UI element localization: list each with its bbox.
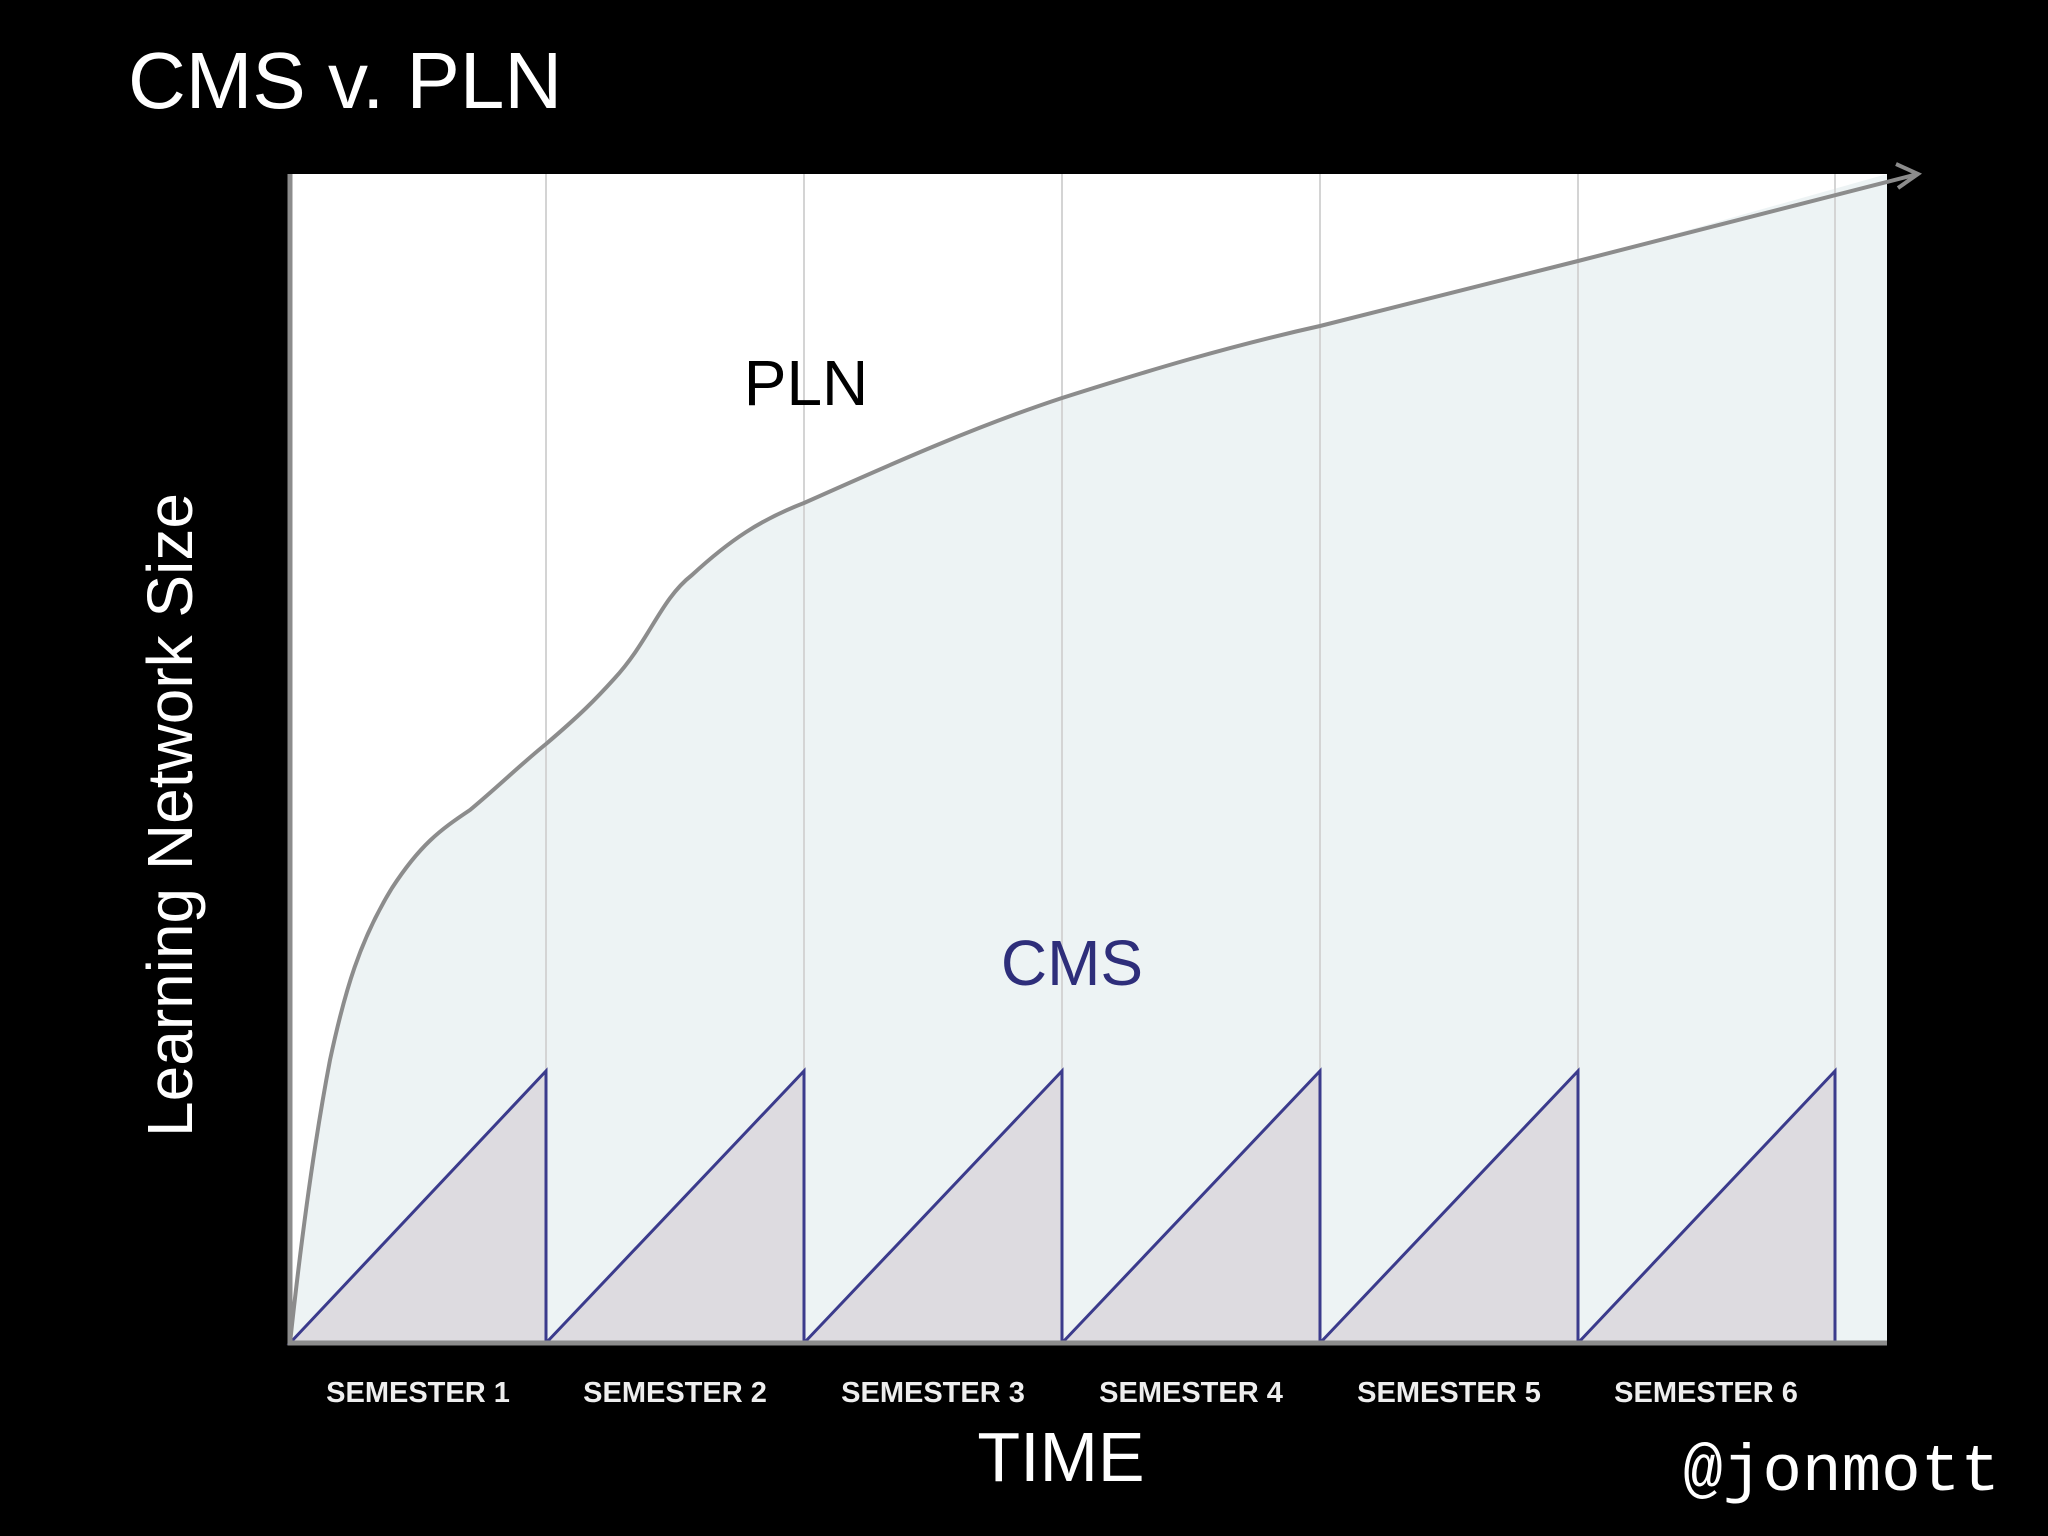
axes: [287, 174, 1887, 1346]
category-label: SEMESTER 5: [1357, 1377, 1541, 1409]
pln-area: [290, 174, 1887, 1343]
category-label: SEMESTER 4: [1099, 1377, 1283, 1409]
category-label: SEMESTER 2: [583, 1377, 767, 1409]
credit: @jonmott: [1683, 1435, 2000, 1510]
x-axis-label: TIME: [977, 1418, 1144, 1496]
y-axis-label: Learning Network Size: [134, 493, 206, 1137]
pln-label: PLN: [744, 347, 869, 419]
pln-curve: [288, 172, 1919, 1344]
slide-title: CMS v. PLN: [128, 36, 562, 125]
cms-sawtooth: [286, 1067, 1837, 1345]
arrow-head: [1895, 162, 1923, 190]
category-label: SEMESTER 6: [1614, 1377, 1798, 1409]
cms-label: CMS: [1001, 927, 1143, 999]
category-label: SEMESTER 1: [326, 1377, 510, 1409]
category-label: SEMESTER 3: [841, 1377, 1025, 1409]
